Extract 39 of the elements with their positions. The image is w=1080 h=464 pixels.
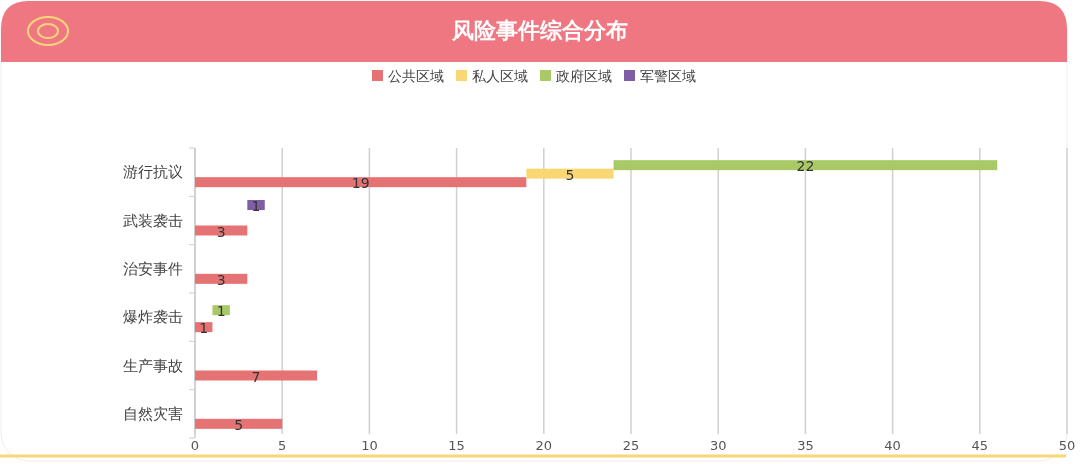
x-tick-label: 15 [448, 438, 465, 453]
bar [195, 370, 318, 381]
data-label: 5 [234, 416, 244, 433]
x-tick-label: 25 [622, 438, 640, 453]
legend-label: 政府区域 [556, 68, 612, 84]
data-label: 1 [199, 320, 209, 337]
legend-label: 军警区域 [640, 68, 696, 84]
bar [195, 177, 527, 188]
y-tick-label: 爆炸袭击 [123, 308, 183, 327]
x-tick-label: 10 [361, 438, 378, 453]
x-tick-label: 50 [1058, 438, 1076, 453]
x-tick-label: 5 [278, 438, 287, 453]
bar [613, 160, 998, 171]
x-tick-label: 0 [190, 438, 200, 453]
chart-title: 风险事件综合分布 [451, 18, 628, 43]
data-label: 1 [216, 303, 226, 320]
bar [526, 168, 614, 179]
x-tick-label: 45 [971, 438, 989, 453]
x-tick-label: 35 [797, 438, 814, 453]
data-label: 3 [216, 271, 226, 288]
y-tick-label: 生产事故 [123, 356, 183, 375]
data-label: 22 [796, 158, 815, 175]
legend-label: 私人区域 [472, 68, 528, 84]
data-label: 19 [351, 175, 370, 192]
data-label: 7 [251, 368, 261, 385]
y-tick-label: 治安事件 [123, 259, 183, 278]
y-tick-label: 武装袭击 [123, 211, 183, 230]
data-label: 1 [251, 198, 261, 214]
bar [195, 418, 283, 429]
x-tick-label: 40 [884, 438, 901, 453]
data-label: 5 [565, 166, 575, 183]
legend-label: 公共区域 [388, 68, 444, 84]
x-tick-label: 30 [709, 438, 727, 453]
y-tick-label: 游行抗议 [123, 163, 183, 182]
data-label: 3 [216, 223, 226, 240]
x-tick-label: 20 [535, 438, 553, 453]
y-tick-label: 自然灾害 [123, 404, 183, 423]
bar [195, 225, 248, 236]
bar [195, 273, 248, 284]
